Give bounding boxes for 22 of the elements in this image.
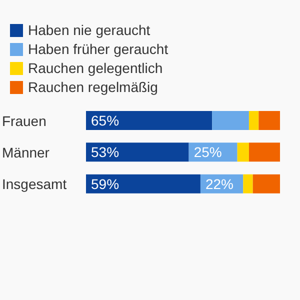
bar (243, 174, 253, 194)
y-tick-label: Insgesamt (2, 176, 67, 192)
data-label: 53% (91, 144, 120, 160)
y-tick-label: Frauen (2, 112, 46, 129)
bar (86, 111, 212, 130)
bar (248, 142, 280, 162)
data-label: 25% (194, 144, 222, 160)
bar (248, 111, 259, 130)
data-label: 59% (91, 176, 120, 192)
bar (212, 111, 249, 130)
bar (86, 142, 189, 162)
legend-label: Rauchen gelegentlich (28, 60, 163, 76)
legend-label: Rauchen regelmäßig (28, 79, 158, 95)
data-label: 22% (205, 176, 234, 192)
bar (237, 142, 249, 162)
legend-label: Haben nie geraucht (28, 22, 150, 38)
y-tick-label: Männer (2, 144, 50, 160)
legend-label: Haben früher geraucht (28, 41, 168, 57)
bar (258, 111, 280, 130)
bar (86, 174, 200, 194)
data-label: 65% (91, 112, 120, 128)
bar (252, 174, 280, 194)
